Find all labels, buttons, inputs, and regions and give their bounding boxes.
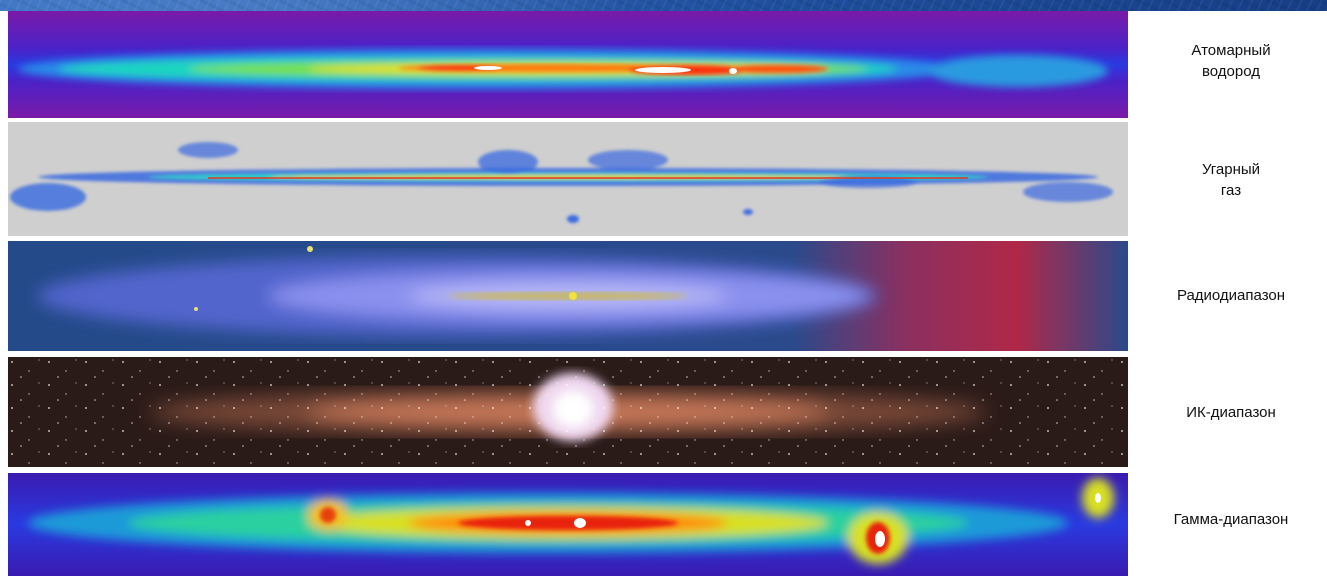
label-carbon-monoxide: Угарный газ — [1201, 161, 1261, 199]
strip-radio — [8, 241, 1128, 351]
label-atomic-hydrogen: Атомарный водород — [1191, 42, 1271, 80]
strip-gamma — [8, 473, 1128, 576]
strip-infrared — [8, 357, 1128, 467]
label-infrared: ИК-диапазон — [1186, 404, 1276, 421]
image-plate: Атомарный водород Угарный газ Радиодиапа… — [0, 11, 1327, 576]
strip-atomic-hydrogen — [8, 11, 1128, 118]
strip-carbon-monoxide — [8, 122, 1128, 236]
label-gamma: Гамма-диапазон — [1173, 511, 1289, 528]
label-radio: Радиодиапазон — [1176, 287, 1286, 304]
